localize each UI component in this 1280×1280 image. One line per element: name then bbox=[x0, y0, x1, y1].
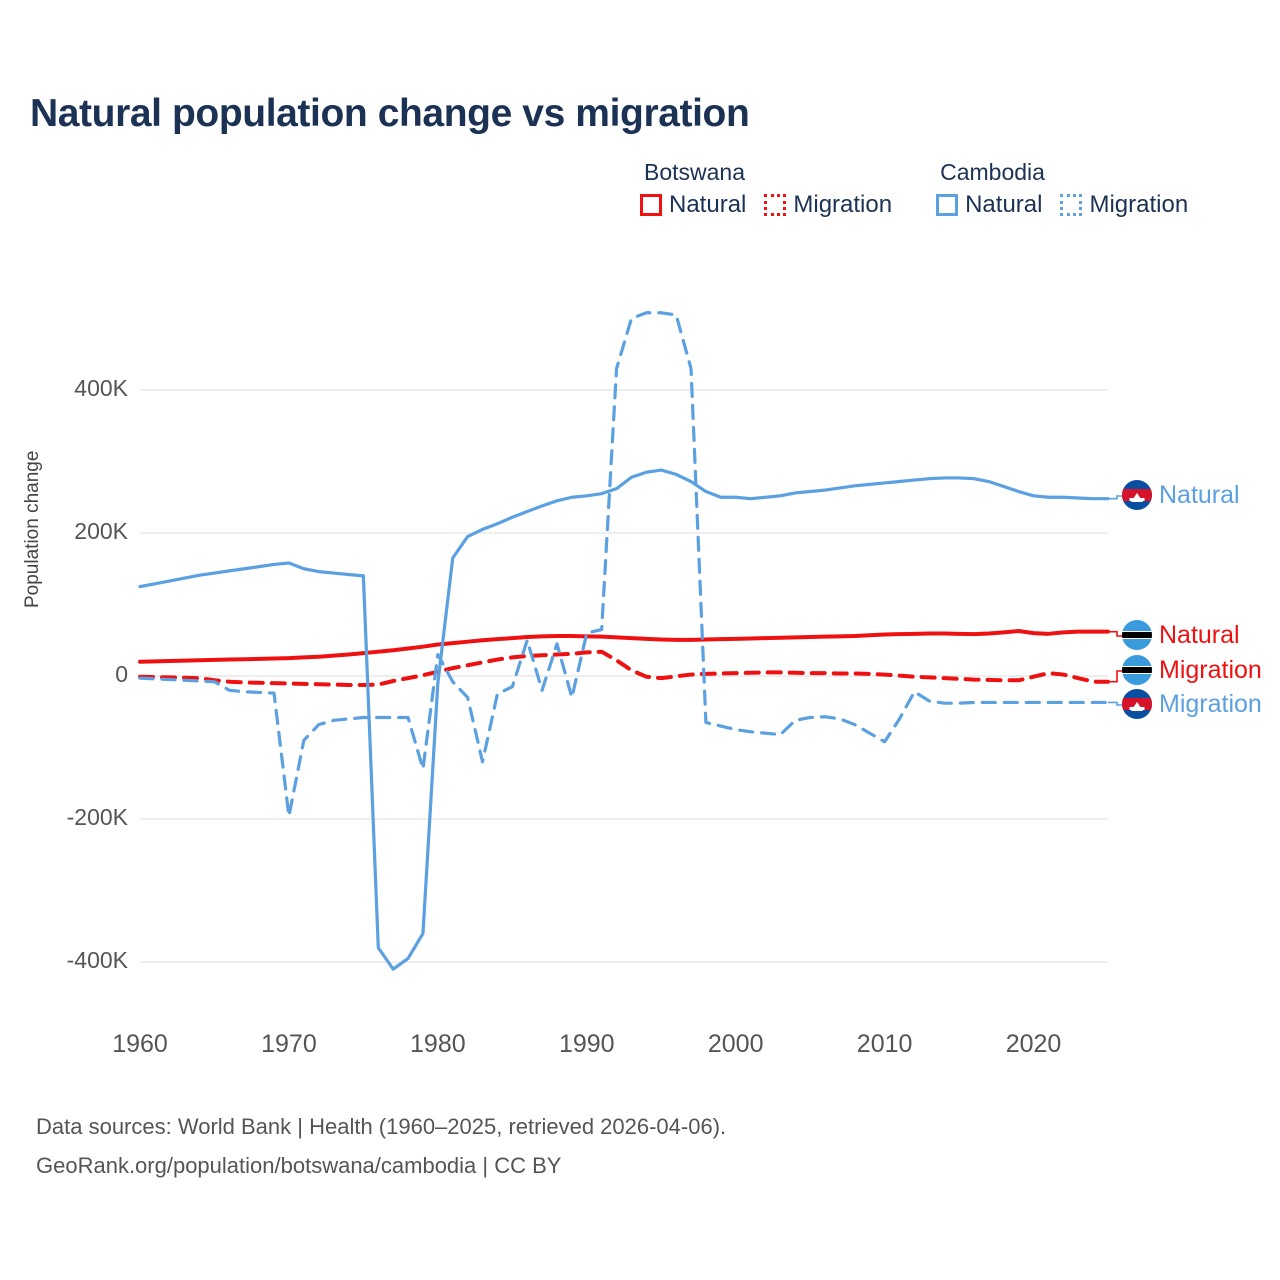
x-tick-label: 2010 bbox=[856, 1030, 913, 1058]
x-tick-label: 2020 bbox=[1005, 1030, 1062, 1058]
botswana-flag-icon bbox=[1122, 655, 1152, 685]
footer-line-sources: Data sources: World Bank | Health (1960–… bbox=[36, 1114, 727, 1139]
legend-group-cambodia: Cambodia Natural Migration bbox=[936, 159, 1188, 219]
series-leader-line bbox=[1108, 495, 1124, 500]
cambodia-flag-icon bbox=[1122, 480, 1152, 510]
legend-group-title-cambodia: Cambodia bbox=[940, 159, 1045, 185]
legend-item-label: Migration bbox=[1089, 191, 1189, 219]
legend-item-label: Natural bbox=[965, 191, 1043, 219]
legend-item-label: Migration bbox=[793, 191, 893, 219]
series-end-label-text: Natural bbox=[1159, 620, 1240, 649]
legend-group-title-botswana: Botswana bbox=[644, 159, 746, 185]
legend-item-botswana-migration[interactable]: Migration bbox=[764, 191, 892, 219]
legend-group-botswana: Botswana Natural Migration bbox=[640, 159, 892, 219]
series-line-botswana-natural bbox=[138, 628, 1110, 664]
footer-line-attribution: GeoRank.org/population/botswana/cambodia… bbox=[36, 1152, 562, 1178]
legend-items-botswana: Natural Migration bbox=[640, 191, 892, 219]
series-end-label: Migration bbox=[1122, 655, 1262, 685]
series-leader-line bbox=[1108, 701, 1124, 706]
x-tick-label: 2000 bbox=[707, 1030, 764, 1058]
legend-item-botswana-natural[interactable]: Natural bbox=[640, 191, 746, 219]
series-end-label: Natural bbox=[1122, 620, 1240, 650]
series-end-label-text: Migration bbox=[1159, 655, 1262, 684]
legend-swatch-icon bbox=[640, 194, 662, 217]
legend: Botswana Natural Migration Cambodia Natu… bbox=[640, 159, 1188, 219]
legend-item-cambodia-natural[interactable]: Natural bbox=[936, 191, 1042, 219]
series-leader-line bbox=[1108, 630, 1124, 637]
x-tick-label: 1960 bbox=[112, 1030, 168, 1058]
x-tick-label: 1980 bbox=[410, 1030, 466, 1058]
legend-item-cambodia-migration[interactable]: Migration bbox=[1060, 191, 1188, 219]
series-end-label: Natural bbox=[1122, 480, 1240, 510]
legend-swatch-icon bbox=[1060, 194, 1083, 217]
legend-item-label: Natural bbox=[669, 191, 747, 219]
footer: Data sources: World Bank | Health (1960–… bbox=[36, 1108, 726, 1185]
y-tick-label: -400K bbox=[66, 947, 128, 973]
series-line-botswana-migration bbox=[138, 649, 1110, 687]
legend-swatch-icon bbox=[764, 194, 787, 217]
series-end-label-text: Natural bbox=[1159, 480, 1240, 509]
series-end-label: Migration bbox=[1122, 689, 1262, 719]
y-tick-label: 0 bbox=[115, 661, 128, 687]
legend-items-cambodia: Natural Migration bbox=[936, 191, 1188, 219]
botswana-flag-icon bbox=[1122, 620, 1152, 650]
legend-swatch-icon bbox=[936, 194, 959, 217]
y-tick-label: -200K bbox=[66, 804, 128, 830]
y-tick-label: 400K bbox=[74, 375, 128, 401]
series-line-cambodia-migration bbox=[138, 311, 1110, 818]
x-tick-label: 1970 bbox=[261, 1030, 317, 1058]
y-tick-label: 200K bbox=[74, 518, 128, 544]
cambodia-flag-icon bbox=[1122, 689, 1152, 719]
x-tick-label: 1990 bbox=[558, 1030, 615, 1058]
series-end-label-text: Migration bbox=[1159, 689, 1262, 718]
series-line-cambodia-natural bbox=[138, 468, 1110, 971]
page-title: Natural population change vs migration bbox=[30, 92, 750, 135]
series-leader-line bbox=[1108, 670, 1124, 683]
